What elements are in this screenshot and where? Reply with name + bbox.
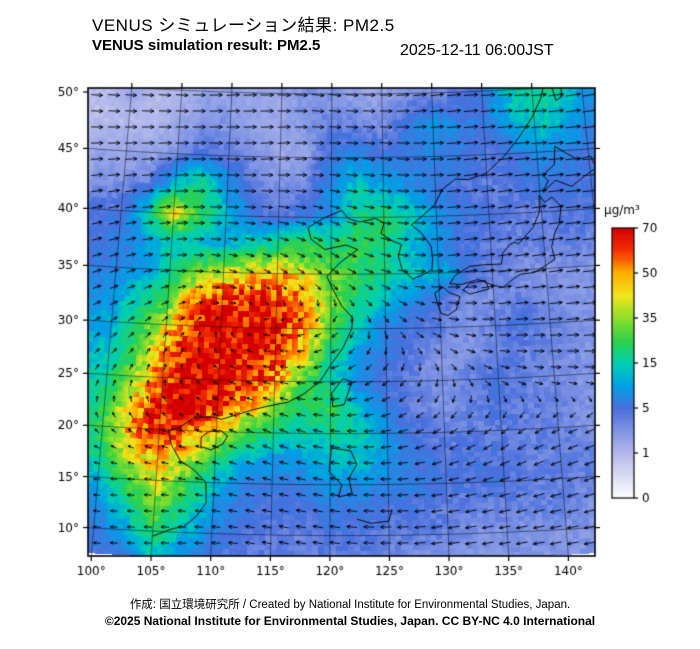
title-english: VENUS simulation result: PM2.5 xyxy=(92,37,321,54)
title-japanese: VENUS シミュレーション結果: PM2.5 xyxy=(92,16,395,35)
credit-line: 作成: 国立環境研究所 / Created by National Instit… xyxy=(129,599,571,611)
timestamp: 2025-12-11 06:00JST xyxy=(400,42,554,59)
copyright-line: ©2025 National Institute for Environment… xyxy=(104,614,596,628)
